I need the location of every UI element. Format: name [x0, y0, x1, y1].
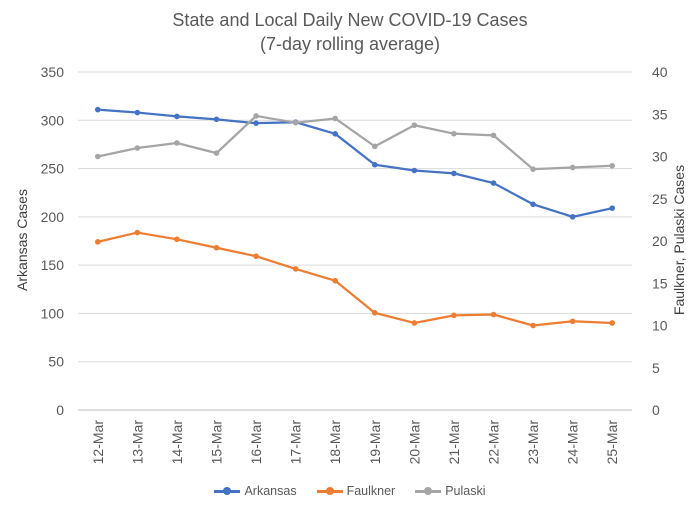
data-point-arkansas: [530, 201, 536, 208]
data-point-faulkner: [174, 236, 180, 243]
legend-item-pulaski: Pulaski: [415, 484, 486, 498]
legend-label: Faulkner: [346, 484, 396, 498]
chart-subtitle: (7-day rolling average): [259, 34, 441, 54]
data-point-arkansas: [213, 116, 220, 123]
y-tick-label: 100: [41, 305, 65, 321]
series-line-faulkner: [97, 231, 613, 327]
x-tick-label: 21-Mar: [446, 420, 462, 465]
y-tick-label: 350: [41, 64, 65, 80]
x-tick-label: 22-Mar: [486, 420, 502, 465]
data-point-faulkner: [490, 311, 497, 318]
data-point-faulkner: [371, 310, 378, 316]
data-point-arkansas: [134, 109, 141, 116]
data-point-pulaski: [451, 130, 457, 137]
y2-tick-label: 10: [652, 318, 668, 334]
y-tick-label: 250: [41, 161, 65, 177]
x-tick-label: 20-Mar: [406, 420, 422, 465]
x-tick-label: 24-Mar: [565, 420, 581, 465]
data-point-faulkner: [411, 320, 418, 326]
x-tick-label: 13-Mar: [129, 420, 145, 465]
data-point-arkansas: [174, 113, 180, 120]
data-point-arkansas: [371, 161, 378, 168]
y-tick-label: 150: [41, 257, 65, 273]
data-point-pulaski: [174, 140, 180, 146]
y2-tick-label: 0: [652, 402, 660, 418]
y2-tick-label: 40: [652, 64, 668, 80]
data-point-faulkner: [451, 312, 457, 319]
x-tick-label: 14-Mar: [169, 420, 185, 465]
legend-item-faulkner: Faulkner: [316, 484, 396, 498]
data-point-pulaski: [134, 145, 141, 151]
data-point-arkansas: [332, 131, 339, 137]
data-point-arkansas: [490, 180, 497, 186]
legend-swatch: [316, 486, 343, 496]
x-tick-label: 12-Mar: [90, 420, 106, 465]
data-point-arkansas: [411, 167, 418, 174]
y-tick-label: 0: [56, 402, 64, 418]
legend-swatch: [214, 486, 241, 496]
data-point-faulkner: [530, 322, 536, 329]
y2-tick-label: 20: [652, 233, 668, 249]
right-axis-label: Faulkner, Pulaski Cases: [671, 165, 687, 315]
chart-title: State and Local Daily New COVID-19 Cases: [172, 10, 528, 30]
data-point-faulkner: [213, 244, 220, 251]
left-axis-ticks: 0 50 100 150 200 250 300 350: [41, 64, 65, 418]
x-tick-label: 15-Mar: [209, 420, 225, 465]
data-point-arkansas: [609, 205, 616, 211]
legend: Arkansas Faulkner Pulaski: [0, 484, 700, 499]
gridlines: [78, 71, 632, 411]
legend-label: Pulaski: [445, 484, 486, 498]
data-point-pulaski: [490, 132, 497, 139]
data-point-faulkner: [94, 239, 101, 245]
data-point-pulaski: [530, 166, 536, 172]
data-point-arkansas: [253, 120, 259, 126]
legend-label: Arkansas: [244, 484, 297, 498]
data-point-arkansas: [94, 106, 101, 113]
data-point-faulkner: [253, 253, 259, 260]
data-point-pulaski: [94, 153, 101, 160]
data-point-pulaski: [213, 150, 220, 156]
y2-tick-label: 25: [652, 191, 668, 207]
y2-tick-label: 35: [652, 106, 668, 122]
series-line-arkansas: [97, 108, 613, 218]
data-point-arkansas: [451, 170, 457, 177]
x-tick-label: 17-Mar: [288, 420, 304, 465]
data-point-pulaski: [569, 164, 576, 171]
legend-swatch: [415, 486, 442, 496]
x-tick-label: 19-Mar: [367, 420, 383, 465]
y2-tick-label: 15: [652, 275, 668, 291]
right-axis-ticks: 0 5 10 15 20 25 30 35 40: [652, 64, 668, 418]
x-tick-label: 25-Mar: [604, 420, 620, 465]
data-point-pulaski: [371, 143, 378, 150]
data-point-faulkner: [134, 229, 141, 236]
series-line-pulaski: [97, 114, 613, 171]
legend-item-arkansas: Arkansas: [214, 484, 297, 498]
y-tick-label: 50: [48, 354, 64, 370]
series-lines: [94, 106, 616, 329]
data-point-faulkner: [609, 320, 616, 326]
data-point-pulaski: [253, 113, 259, 119]
data-point-arkansas: [569, 214, 576, 220]
data-point-faulkner: [292, 266, 299, 272]
data-point-pulaski: [411, 122, 418, 129]
data-point-pulaski: [609, 162, 616, 169]
data-point-pulaski: [332, 115, 339, 122]
y2-tick-label: 5: [652, 360, 660, 376]
data-point-pulaski: [292, 119, 299, 126]
x-tick-label: 23-Mar: [525, 420, 541, 465]
x-tick-label: 18-Mar: [327, 420, 343, 465]
x-tick-label: 16-Mar: [248, 420, 264, 465]
data-point-faulkner: [332, 277, 339, 284]
left-axis-label: Arkansas Cases: [14, 189, 30, 291]
x-axis-ticks: 12-Mar 13-Mar 14-Mar 15-Mar 16-Mar 17-Mar 18-M…: [90, 420, 620, 465]
y2-tick-label: 30: [652, 149, 668, 165]
y-tick-label: 300: [41, 112, 65, 128]
data-point-faulkner: [569, 318, 576, 325]
y-tick-label: 200: [41, 209, 65, 225]
